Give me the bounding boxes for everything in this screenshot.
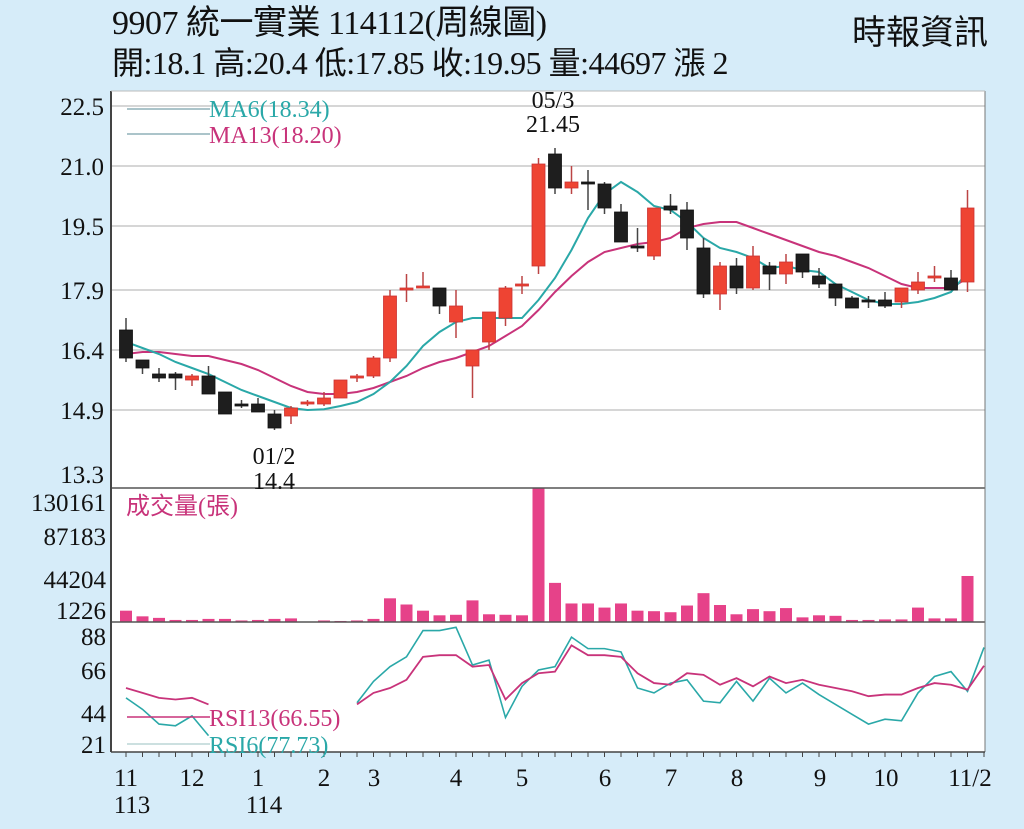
plot-area (111, 91, 985, 752)
price-tick: 21.0 (60, 154, 104, 181)
rsi-tick: 44 (81, 701, 107, 728)
x-tick: 12 (180, 765, 205, 792)
volume-tick: 44204 (44, 567, 107, 594)
x-tick: 7 (665, 765, 678, 792)
x-tick: 1 (252, 765, 265, 792)
rsi-tick: 66 (81, 658, 106, 685)
price-tick: 14.9 (60, 398, 104, 425)
year-tick: 114 (246, 792, 283, 819)
x-tick: 11/2 (948, 765, 992, 792)
volume-tick: 130161 (31, 490, 106, 517)
low-value-label: 14.4 (253, 469, 295, 495)
rsi-tick: 21 (81, 732, 106, 759)
x-tick: 11 (114, 765, 138, 792)
chart-title: 9907 統一實業 114112(周線圖) (112, 5, 547, 42)
low-date-label: 01/2 (253, 444, 296, 470)
candlesticks (119, 148, 975, 430)
volume-tick: 1226 (56, 598, 106, 625)
price-tick: 19.5 (60, 214, 104, 241)
year-tick: 113 (114, 792, 151, 819)
rsi-tick: 88 (81, 624, 106, 651)
x-tick: 10 (874, 765, 899, 792)
price-tick: 13.3 (60, 462, 104, 489)
volume-bars (120, 488, 974, 622)
source-label: 時報資訊 (852, 15, 988, 52)
x-tick: 3 (368, 765, 381, 792)
moving-averages (125, 180, 969, 412)
high-date-label: 05/3 (532, 88, 575, 114)
high-value-label: 21.45 (526, 112, 580, 138)
x-tick: 8 (731, 765, 744, 792)
x-tick: 9 (814, 765, 827, 792)
rsi6-legend: RSI6(77.73) (209, 733, 328, 759)
ma13-legend: MA13(18.20) (209, 123, 342, 149)
volume-tick: 87183 (44, 524, 107, 551)
x-tick: 5 (516, 765, 529, 792)
x-tick: 2 (318, 765, 331, 792)
volume-legend: 成交量(張) (126, 493, 238, 520)
x-tick: 6 (599, 765, 612, 792)
price-tick: 22.5 (60, 94, 104, 121)
ohlc-summary: 開:18.1 高:20.4 低:17.85 收:19.95 量:44697 漲 … (112, 45, 728, 81)
rsi13-legend: RSI13(66.55) (209, 706, 340, 732)
rsi-lines (125, 626, 985, 737)
price-tick: 17.9 (60, 278, 104, 305)
x-tick: 4 (450, 765, 463, 792)
price-tick: 16.4 (60, 338, 104, 365)
ma6-legend: MA6(18.34) (209, 97, 330, 123)
